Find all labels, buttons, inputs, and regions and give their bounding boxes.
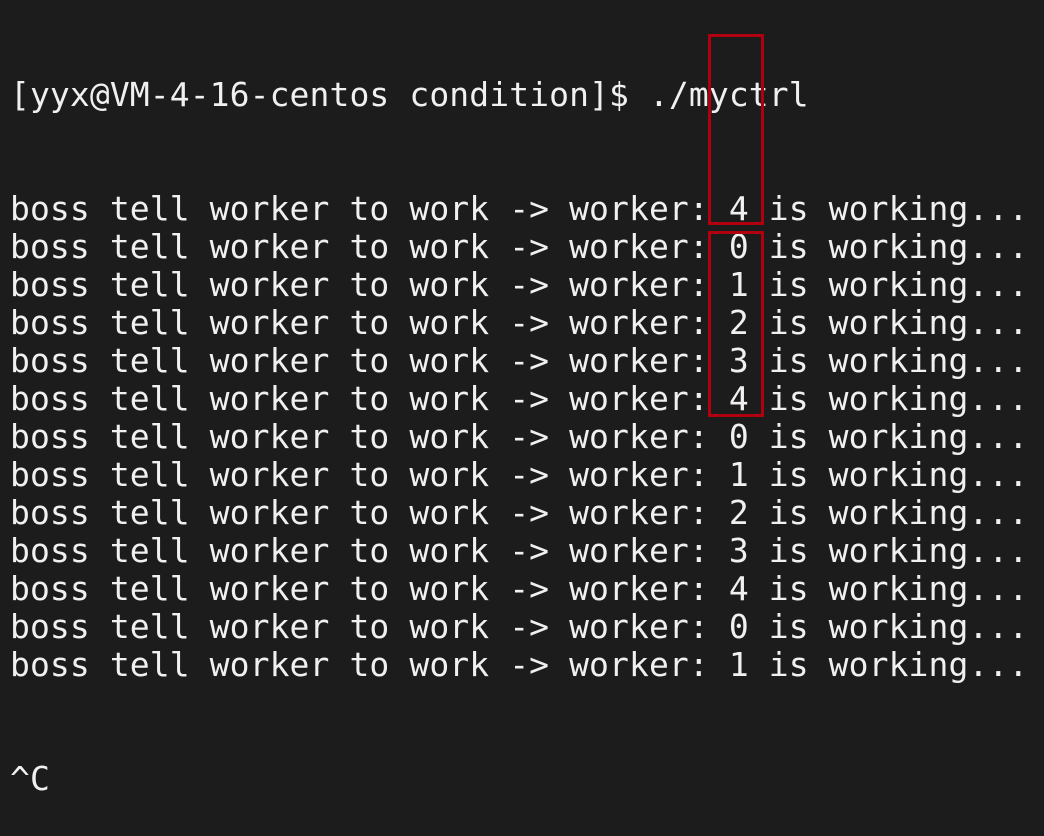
output-line: boss tell worker to work -> worker: 1 is…	[10, 265, 1029, 304]
output-line: boss tell worker to work -> worker: 2 is…	[10, 303, 1029, 342]
terminal-output[interactable]: [yyx@VM-4-16-centos condition]$ ./myctrl…	[10, 0, 1028, 836]
output-line: boss tell worker to work -> worker: 3 is…	[10, 531, 1029, 570]
interrupt-line: ^C	[10, 759, 50, 798]
output-line: boss tell worker to work -> worker: 0 is…	[10, 227, 1029, 266]
output-line: boss tell worker to work -> worker: 1 is…	[10, 645, 1029, 684]
output-line: boss tell worker to work -> worker: 3 is…	[10, 341, 1029, 380]
highlight-box-worker-ids-1	[708, 34, 764, 225]
output-line: boss tell worker to work -> worker: 0 is…	[10, 607, 1029, 646]
highlight-box-worker-ids-2	[708, 231, 764, 417]
output-line: boss tell worker to work -> worker: 2 is…	[10, 493, 1029, 532]
output-line: boss tell worker to work -> worker: 1 is…	[10, 455, 1029, 494]
shell-prompt: [yyx@VM-4-16-centos condition]$ ./myctrl	[10, 75, 809, 114]
output-line: boss tell worker to work -> worker: 4 is…	[10, 189, 1029, 228]
output-line: boss tell worker to work -> worker: 0 is…	[10, 417, 1029, 456]
output-line: boss tell worker to work -> worker: 4 is…	[10, 569, 1029, 608]
output-line: boss tell worker to work -> worker: 4 is…	[10, 379, 1029, 418]
